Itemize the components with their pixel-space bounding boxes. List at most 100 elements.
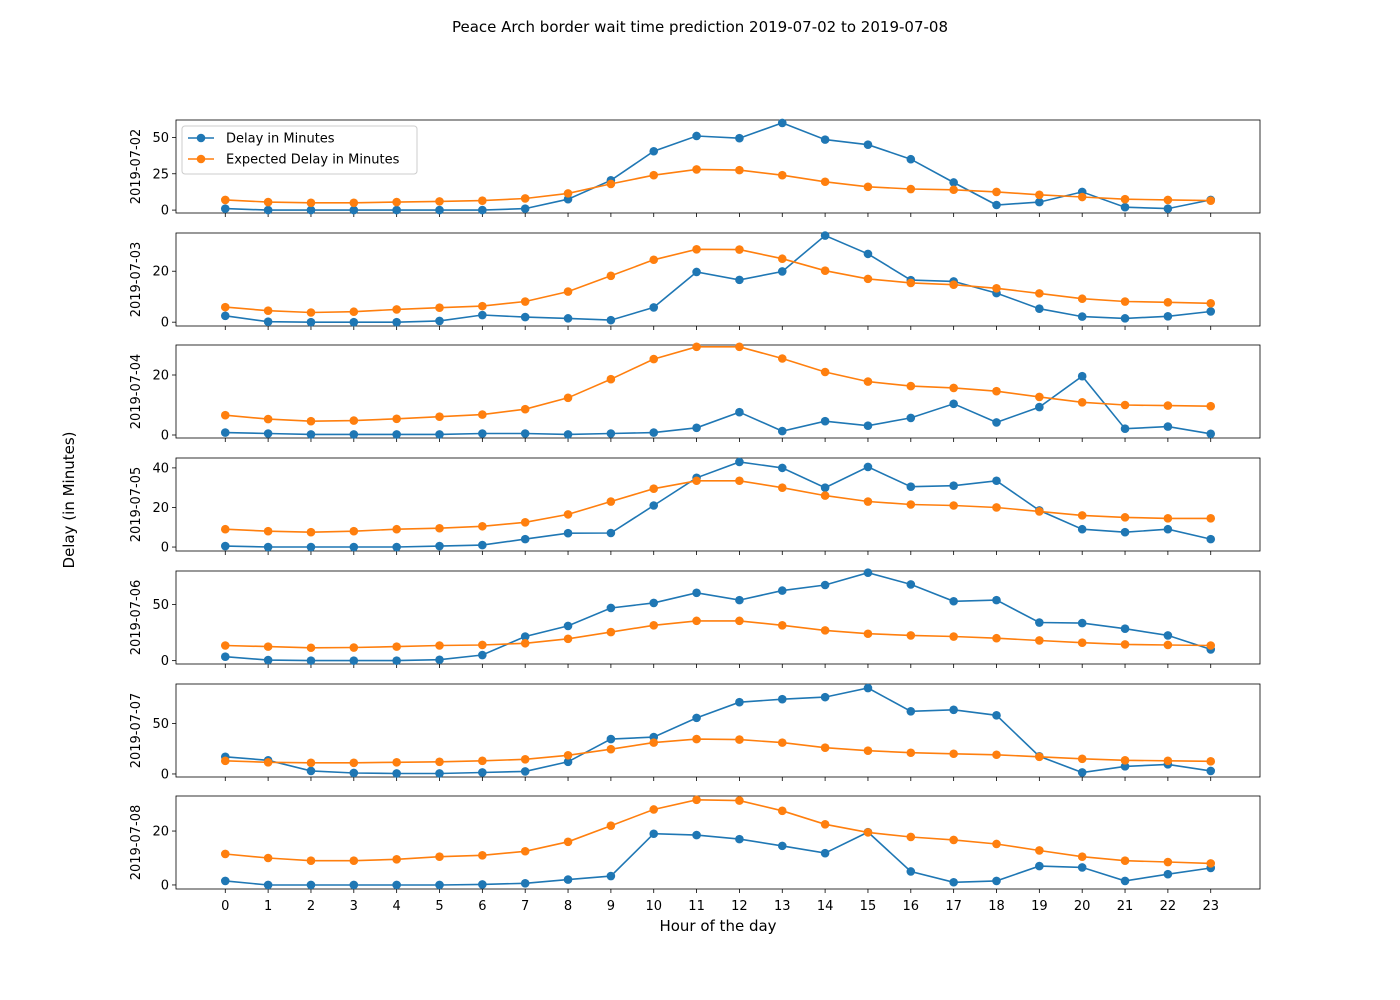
point-expected bbox=[263, 414, 273, 424]
point-expected bbox=[1077, 192, 1087, 202]
point-expected bbox=[1077, 754, 1087, 764]
point-actual bbox=[692, 267, 701, 277]
panel-2019-07-05: 0 20 40 2019-07-05 bbox=[129, 457, 1261, 556]
point-actual bbox=[1120, 876, 1130, 886]
point-expected bbox=[863, 497, 873, 506]
point-expected bbox=[478, 301, 487, 311]
point-expected bbox=[1120, 400, 1130, 410]
series-line-actual bbox=[225, 461, 1211, 548]
point-expected bbox=[735, 342, 744, 352]
point-expected bbox=[649, 805, 659, 814]
panel-ylabel: 2019-07-03 bbox=[129, 242, 144, 318]
point-expected bbox=[777, 621, 787, 630]
point-actual bbox=[1120, 202, 1130, 212]
point-expected bbox=[777, 738, 787, 747]
point-actual bbox=[1035, 304, 1044, 313]
point-actual bbox=[563, 875, 573, 884]
y-tick-label: 20 bbox=[152, 501, 169, 516]
point-actual bbox=[563, 528, 573, 538]
point-expected bbox=[263, 642, 273, 651]
x-tick-label: 6 bbox=[478, 899, 486, 914]
point-actual bbox=[478, 429, 487, 438]
point-expected bbox=[392, 414, 401, 424]
point-expected bbox=[349, 416, 359, 425]
point-actual bbox=[435, 769, 444, 778]
point-actual bbox=[949, 399, 958, 409]
point-expected bbox=[349, 643, 359, 652]
point-expected bbox=[392, 758, 401, 767]
point-expected bbox=[435, 757, 444, 767]
point-expected bbox=[563, 634, 573, 644]
point-expected bbox=[349, 198, 359, 208]
point-expected bbox=[649, 738, 659, 747]
point-actual bbox=[306, 205, 316, 215]
point-actual bbox=[606, 871, 616, 881]
point-expected bbox=[563, 837, 573, 847]
series-line-expected bbox=[225, 798, 1211, 865]
legend-label: Expected Delay in Minutes bbox=[226, 153, 400, 168]
point-expected bbox=[1206, 757, 1216, 766]
y-tick-label: 0 bbox=[161, 429, 169, 444]
point-actual bbox=[563, 621, 573, 631]
point-expected bbox=[906, 748, 916, 758]
point-expected bbox=[777, 254, 787, 264]
point-actual bbox=[435, 880, 444, 890]
x-tick-label: 22 bbox=[1160, 899, 1177, 914]
point-expected bbox=[777, 354, 787, 363]
point-expected bbox=[820, 491, 830, 500]
point-actual bbox=[606, 315, 616, 325]
panel-2019-07-07: 0 50 2019-07-07 bbox=[129, 683, 1261, 782]
point-expected bbox=[306, 856, 316, 865]
point-actual bbox=[392, 880, 401, 890]
point-expected bbox=[863, 377, 873, 386]
y-axis-label: Delay (in Minutes) bbox=[60, 432, 78, 569]
point-actual bbox=[1035, 197, 1044, 207]
point-expected bbox=[606, 374, 616, 384]
point-actual bbox=[606, 429, 616, 438]
point-actual bbox=[777, 694, 787, 704]
point-actual bbox=[1120, 762, 1130, 771]
point-actual bbox=[349, 542, 359, 552]
point-actual bbox=[649, 598, 659, 608]
point-expected bbox=[435, 197, 444, 206]
point-actual bbox=[520, 204, 530, 213]
point-actual bbox=[949, 705, 958, 715]
point-actual bbox=[220, 652, 230, 662]
point-expected bbox=[949, 185, 958, 195]
point-expected bbox=[1206, 196, 1216, 205]
panel-ylabel: 2019-07-04 bbox=[129, 354, 144, 430]
point-actual bbox=[949, 877, 958, 887]
point-expected bbox=[435, 303, 444, 312]
x-tick-label: 10 bbox=[645, 899, 662, 914]
point-actual bbox=[1035, 861, 1044, 871]
point-actual bbox=[1035, 402, 1044, 412]
point-expected bbox=[263, 306, 273, 316]
point-actual bbox=[949, 596, 958, 606]
point-expected bbox=[220, 641, 230, 650]
point-actual bbox=[735, 697, 744, 707]
panel-frame bbox=[175, 795, 1261, 890]
point-expected bbox=[692, 245, 701, 254]
point-actual bbox=[1163, 312, 1173, 321]
point-actual bbox=[435, 541, 444, 551]
point-actual bbox=[1120, 314, 1130, 323]
point-actual bbox=[649, 303, 659, 312]
point-actual bbox=[777, 426, 787, 436]
point-actual bbox=[392, 317, 401, 327]
point-expected bbox=[478, 851, 487, 860]
point-actual bbox=[906, 413, 916, 423]
y-tick-label: 20 bbox=[152, 825, 169, 840]
point-expected bbox=[1120, 194, 1130, 204]
point-actual bbox=[949, 178, 958, 187]
point-expected bbox=[863, 629, 873, 639]
point-expected bbox=[1077, 852, 1087, 861]
point-actual bbox=[692, 131, 701, 141]
point-expected bbox=[435, 412, 444, 422]
point-actual bbox=[777, 267, 787, 276]
x-tick-label: 11 bbox=[688, 899, 705, 914]
point-actual bbox=[392, 542, 401, 552]
point-expected bbox=[306, 758, 316, 768]
point-actual bbox=[478, 540, 487, 550]
point-expected bbox=[1120, 640, 1130, 649]
x-tick-label: 18 bbox=[988, 899, 1005, 914]
